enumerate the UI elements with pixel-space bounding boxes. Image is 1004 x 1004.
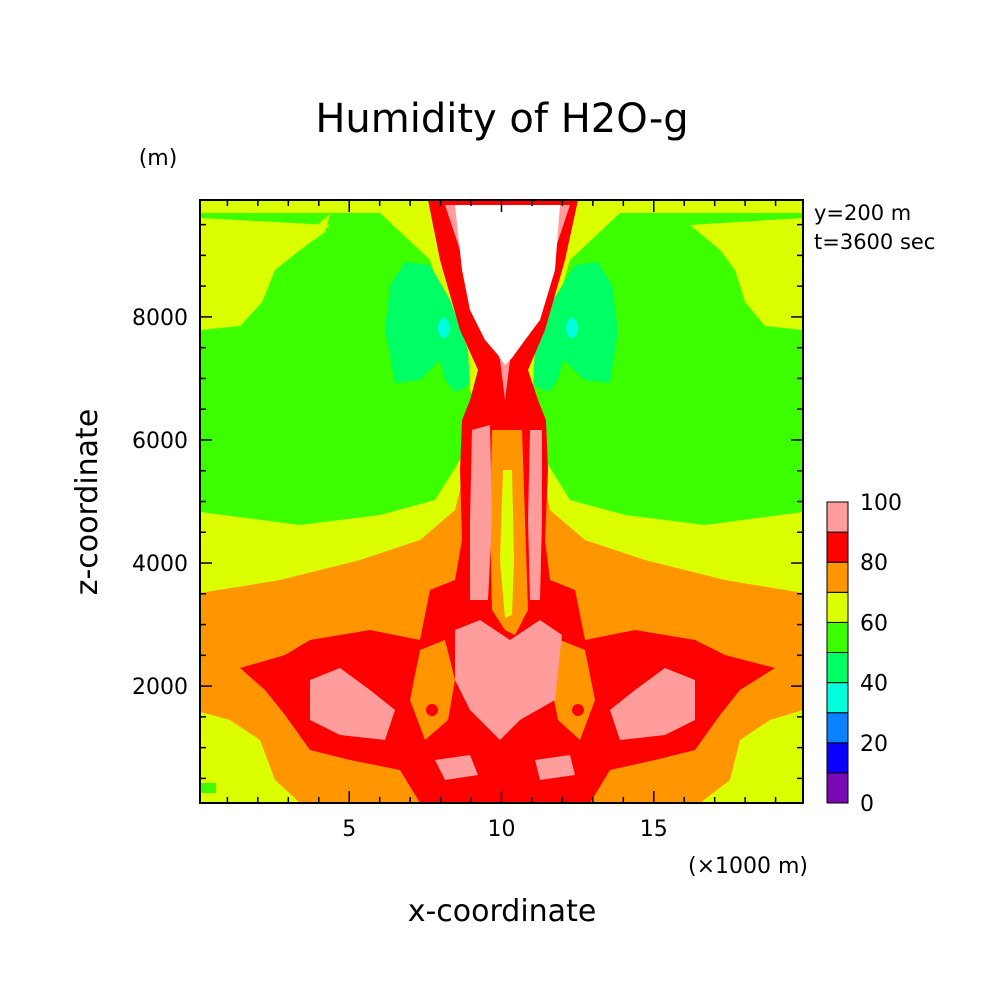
band-70-80-streak xyxy=(500,470,514,618)
colorbar-swatch xyxy=(826,591,849,623)
y-tick-label: 4000 xyxy=(132,552,188,577)
band-60-70-edge xyxy=(200,783,216,793)
band-over-100-low-right xyxy=(535,755,575,780)
colorbar-swatch xyxy=(826,772,849,804)
colorbar-swatch xyxy=(826,652,849,684)
band-over-100-upper-plume xyxy=(470,425,492,600)
contour-field xyxy=(200,200,803,803)
colorbar-label: 80 xyxy=(860,551,888,576)
colorbar-label: 60 xyxy=(860,611,888,636)
colorbar-swatch xyxy=(826,561,849,593)
colorbar-swatch xyxy=(826,531,849,563)
chart-title: Humidity of H2O-g xyxy=(315,96,688,142)
colorbar-swatch xyxy=(826,621,849,654)
x-axis: 5 10 15 xyxy=(226,200,777,842)
band-40-50-right xyxy=(566,318,578,338)
band-90-100-dot-right xyxy=(572,704,584,716)
colorbar-label: 40 xyxy=(860,672,888,697)
x-tick-label: 15 xyxy=(640,817,668,842)
y-tick-label: 6000 xyxy=(132,429,188,454)
y-tick-label: 8000 xyxy=(132,306,188,331)
annotation-time: t=3600 sec xyxy=(814,230,935,254)
band-over-100-right-lobe xyxy=(610,668,695,740)
annotation-y-position: y=200 m xyxy=(814,201,911,225)
colorbar-label: 20 xyxy=(860,732,888,757)
band-60-70 xyxy=(200,213,803,525)
band-50-60-left xyxy=(385,262,470,392)
band-70-80-island-right xyxy=(690,218,803,330)
colorbar-swatch xyxy=(826,712,849,744)
band-over-100-mid xyxy=(455,620,562,740)
band-saturated-cloud xyxy=(455,205,560,365)
band-90-100-dot-left xyxy=(426,704,438,716)
x-unit-label: (×1000 m) xyxy=(688,854,808,879)
band-80-90-right-blob xyxy=(550,640,595,740)
colorbar-swatch xyxy=(826,682,849,714)
y-axis-label: z-coordinate xyxy=(70,409,105,596)
x-axis-label: x-coordinate xyxy=(408,894,597,929)
x-tick-label: 5 xyxy=(342,817,356,842)
band-80-90-left-blob xyxy=(410,640,455,740)
band-over-100-upper-plume-right xyxy=(528,430,542,600)
y-axis: 2000 4000 6000 8000 xyxy=(132,223,803,780)
band-70-80-island-left xyxy=(200,218,330,330)
band-over-100-low-left xyxy=(435,755,478,780)
colorbar-swatch xyxy=(826,501,849,533)
colorbar-label: 0 xyxy=(860,792,874,817)
y-unit-label: (m) xyxy=(139,146,178,171)
band-over-100-left-lobe xyxy=(310,668,395,740)
band-40-50-left xyxy=(438,318,450,338)
colorbar: 0 20 40 60 80 100 xyxy=(826,491,902,817)
y-tick-label: 2000 xyxy=(132,675,188,700)
x-tick-label: 10 xyxy=(488,817,516,842)
colorbar-label: 100 xyxy=(860,491,902,516)
colorbar-swatch xyxy=(826,742,849,774)
